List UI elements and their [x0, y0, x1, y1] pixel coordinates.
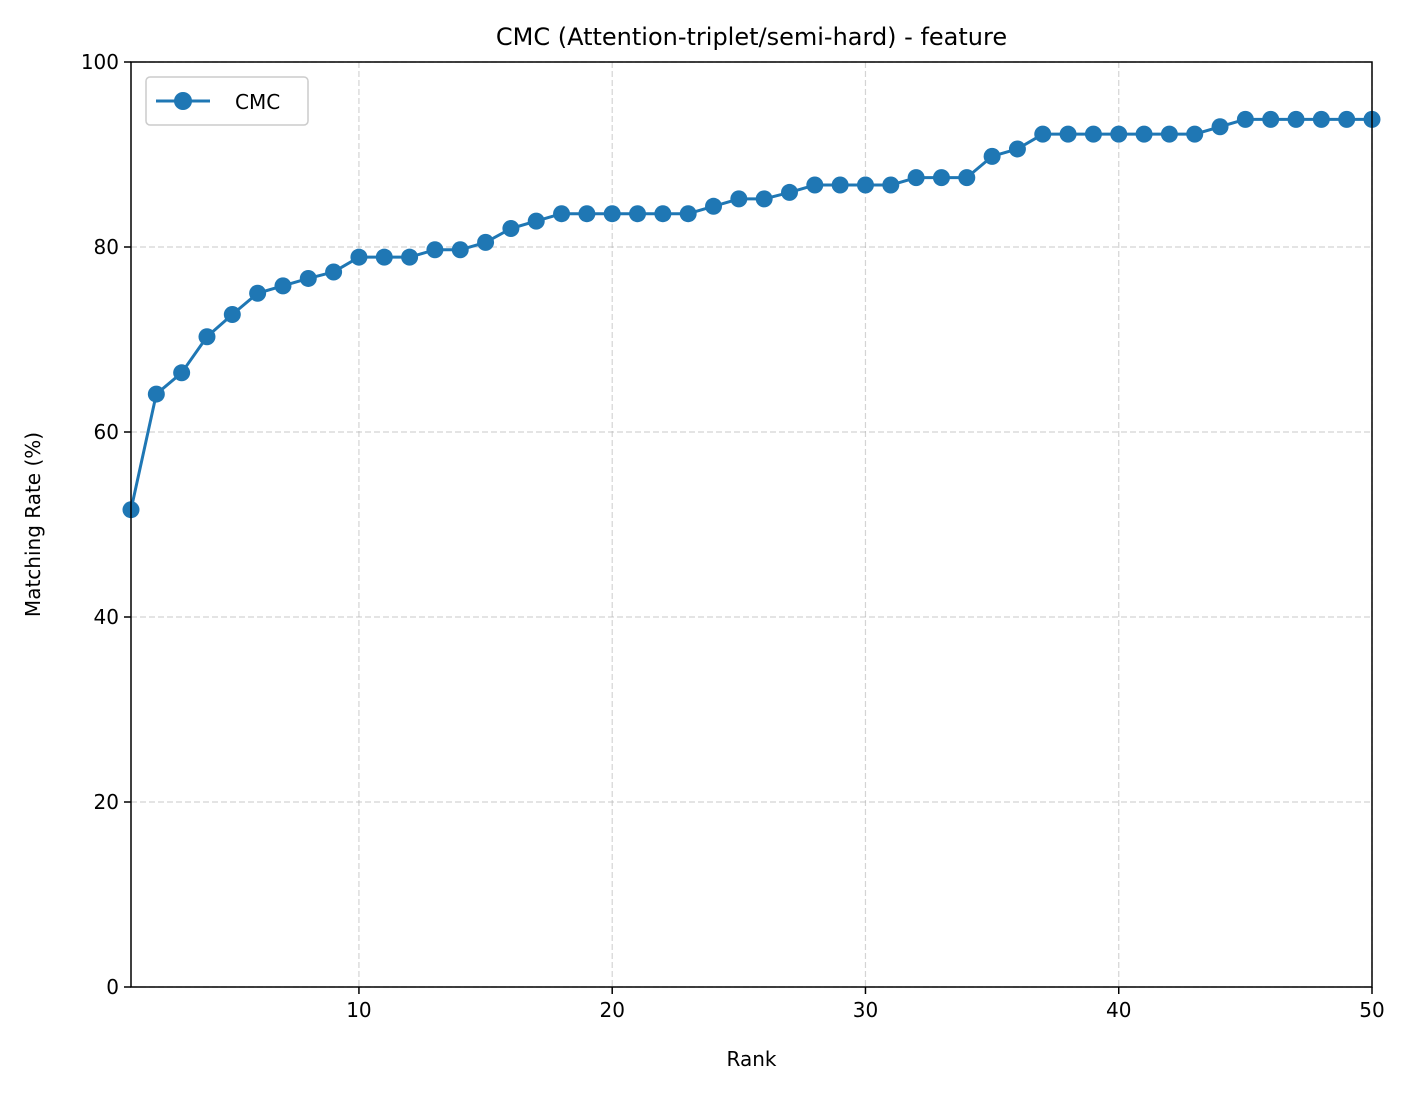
data-point — [856, 176, 874, 194]
chart-title: CMC (Attention-triplet/semi-hard) - feat… — [496, 23, 1007, 51]
y-tick-label: 20 — [94, 790, 119, 814]
data-point — [780, 183, 798, 201]
data-point — [502, 220, 520, 237]
data-point — [477, 233, 495, 251]
data-point — [274, 277, 292, 295]
data-point — [882, 176, 900, 194]
data-point — [578, 205, 596, 223]
data-point — [1059, 125, 1077, 143]
data-point — [1262, 110, 1280, 128]
data-point — [983, 147, 1001, 165]
axis-ticks: 10 20 30 40 50 0 20 40 60 80 100 — [81, 50, 1385, 1022]
data-point — [350, 248, 368, 266]
data-point — [375, 248, 393, 266]
data-point — [527, 212, 545, 230]
data-point — [401, 248, 419, 266]
y-axis-label: Matching Rate (%) — [21, 432, 45, 617]
data-point — [1186, 125, 1204, 143]
data-point — [958, 169, 976, 187]
y-tick-label: 0 — [106, 975, 119, 999]
data-point — [325, 263, 343, 281]
data-point — [553, 205, 571, 223]
data-point — [147, 385, 165, 403]
data-point — [603, 205, 621, 223]
data-point — [907, 169, 925, 187]
data-point — [654, 205, 672, 223]
x-tick-label: 30 — [853, 998, 878, 1022]
data-point — [1135, 125, 1153, 143]
x-axis-label: Rank — [727, 1047, 777, 1071]
data-point — [451, 241, 469, 259]
legend-marker-sample — [174, 92, 192, 110]
data-point — [173, 364, 191, 382]
data-point — [1236, 110, 1254, 128]
data-point — [1287, 110, 1305, 128]
series-layer — [122, 110, 1381, 519]
y-tick-label: 40 — [94, 605, 119, 629]
data-point — [932, 169, 950, 187]
data-point — [679, 205, 697, 223]
data-point — [629, 205, 647, 223]
y-tick-label: 100 — [81, 50, 119, 74]
x-tick-label: 40 — [1106, 998, 1131, 1022]
data-point — [831, 176, 849, 194]
data-point — [1008, 140, 1026, 158]
data-point — [249, 284, 267, 302]
data-point — [223, 306, 241, 324]
data-point — [299, 269, 317, 287]
data-point — [198, 328, 216, 346]
x-tick-label: 10 — [346, 998, 371, 1022]
y-tick-label: 60 — [94, 420, 119, 444]
axes-frame — [130, 61, 1373, 988]
data-point — [1110, 125, 1128, 143]
data-point — [1084, 125, 1102, 143]
legend-box — [145, 76, 309, 126]
data-point — [705, 197, 723, 215]
data-point — [806, 176, 824, 194]
data-point — [1312, 110, 1330, 128]
data-point — [426, 241, 444, 259]
y-tick-label: 80 — [94, 235, 119, 259]
legend-label-cmc: CMC — [235, 90, 280, 114]
data-point — [1211, 118, 1229, 136]
data-point — [755, 190, 773, 208]
legend: CMC — [145, 76, 309, 126]
x-tick-label: 50 — [1359, 998, 1384, 1022]
data-point — [1160, 125, 1178, 143]
data-point — [1034, 125, 1052, 143]
x-tick-label: 20 — [599, 998, 624, 1022]
data-point — [1338, 110, 1356, 128]
data-point — [730, 190, 748, 208]
